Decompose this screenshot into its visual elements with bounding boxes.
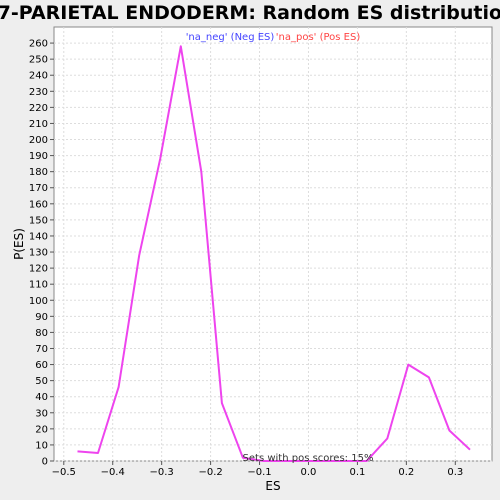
y-tick-label: 180 — [29, 167, 48, 178]
y-tick-label: 130 — [29, 248, 48, 259]
x-tick-label: 0.3 — [447, 467, 463, 478]
chart-title: 37-PARIETAL ENDODERM: Random ES distribu… — [0, 2, 500, 24]
x-axis-label: ES — [265, 479, 280, 493]
y-tick-label: 50 — [35, 376, 48, 387]
y-tick-label: 260 — [29, 39, 48, 50]
y-tick-label: 190 — [29, 151, 48, 162]
y-tick-label: 10 — [35, 440, 48, 451]
y-tick-label: 200 — [29, 135, 48, 146]
axes: −0.5 −0.4 −0.3 −0.2 −0.1 0.0 0.1 0.2 0.3 0 10 20 30 4… — [29, 39, 463, 478]
y-tick-label: 80 — [35, 328, 48, 339]
series-line — [77, 45, 471, 462]
y-tick-label: 250 — [29, 55, 48, 66]
y-tick-label: 230 — [29, 87, 48, 98]
plot-area — [53, 26, 493, 462]
y-tick-label: 210 — [29, 119, 48, 130]
pos-scores-annotation: Sets with pos scores: 15% — [243, 453, 374, 464]
x-tick-label: 0.2 — [398, 467, 414, 478]
x-tick-label: −0.2 — [198, 467, 222, 478]
legend-entry-pos: 'na_pos' (Pos ES) — [276, 32, 361, 43]
y-tick-label: 150 — [29, 215, 48, 226]
y-tick-label: 60 — [35, 360, 48, 371]
y-tick-label: 0 — [42, 457, 48, 468]
y-tick-label: 220 — [29, 103, 48, 114]
y-tick-label: 100 — [29, 296, 48, 307]
x-tick-label: −0.5 — [52, 467, 76, 478]
legend: 'na_neg' (Neg ES) 'na_pos' (Pos ES) — [186, 32, 361, 43]
y-tick-label: 140 — [29, 231, 48, 242]
y-axis-label: P(ES) — [12, 228, 26, 260]
y-tick-label: 20 — [35, 424, 48, 435]
y-tick-label: 70 — [35, 344, 48, 355]
x-tick-label: 0.1 — [349, 467, 365, 478]
y-tick-label: 110 — [29, 280, 48, 291]
x-tick-label: 0.0 — [301, 467, 317, 478]
y-tick-label: 170 — [29, 183, 48, 194]
y-tick-label: 160 — [29, 199, 48, 210]
x-tick-label: −0.4 — [101, 467, 125, 478]
legend-entry-neg: 'na_neg' (Neg ES) — [186, 32, 275, 43]
y-tick-label: 240 — [29, 71, 48, 82]
y-tick-label: 30 — [35, 408, 48, 419]
x-tick-label: −0.1 — [247, 467, 271, 478]
y-tick-label: 90 — [35, 312, 48, 323]
y-tick-label: 40 — [35, 392, 48, 403]
x-tick-label: −0.3 — [150, 467, 174, 478]
series-layer — [77, 45, 471, 462]
y-tick-label: 120 — [29, 264, 48, 275]
